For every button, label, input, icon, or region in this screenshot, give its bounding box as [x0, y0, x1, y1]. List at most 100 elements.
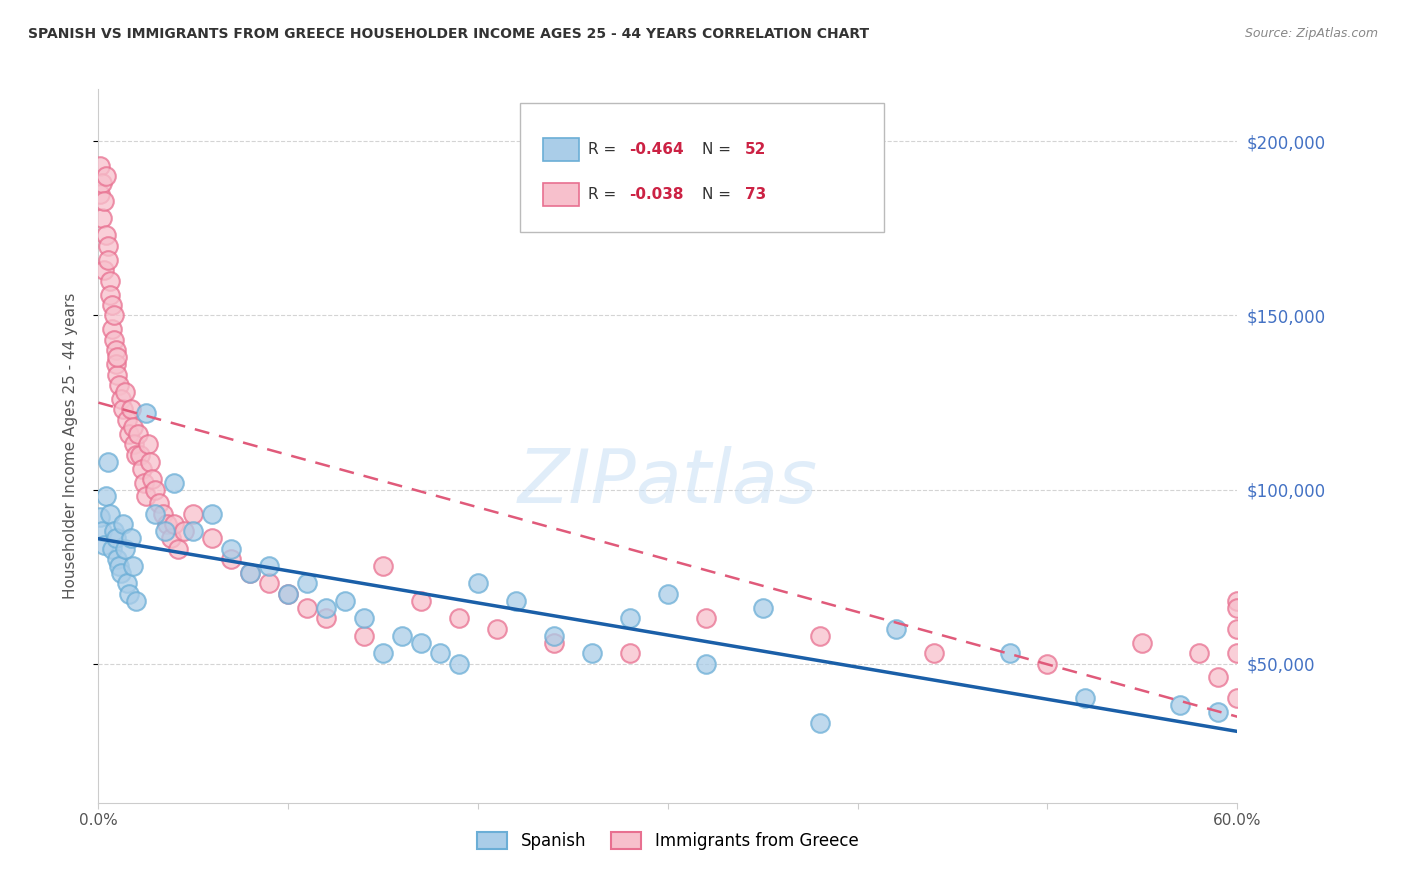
Point: [808, 715, 831, 730]
Point: [543, 635, 565, 649]
Point: [619, 611, 641, 625]
Point: [97, 455, 120, 469]
Point: [156, 517, 179, 532]
Point: [132, 475, 155, 490]
Point: [695, 657, 717, 671]
Point: [259, 559, 281, 574]
Point: [1226, 691, 1249, 706]
Point: [371, 559, 394, 574]
Point: [467, 576, 489, 591]
Point: [183, 524, 205, 539]
Point: [922, 646, 945, 660]
Point: [93, 194, 115, 208]
Point: [100, 298, 122, 312]
Point: [486, 622, 509, 636]
Point: [107, 552, 129, 566]
FancyBboxPatch shape: [543, 184, 579, 206]
Point: [411, 635, 433, 649]
Point: [129, 448, 152, 462]
Point: [1170, 698, 1192, 713]
Point: [91, 176, 114, 190]
Point: [120, 531, 142, 545]
Point: [315, 611, 337, 625]
Point: [148, 496, 170, 510]
Point: [110, 566, 132, 580]
Point: [97, 239, 120, 253]
Point: [411, 594, 433, 608]
Point: [118, 587, 141, 601]
Point: [239, 566, 262, 580]
Point: [1226, 646, 1249, 660]
Point: [353, 629, 375, 643]
Point: [201, 507, 224, 521]
Point: [505, 594, 527, 608]
Point: [141, 472, 163, 486]
Text: Source: ZipAtlas.com: Source: ZipAtlas.com: [1244, 27, 1378, 40]
Point: [93, 263, 115, 277]
Point: [115, 576, 138, 591]
Text: -0.464: -0.464: [628, 143, 683, 157]
Text: R =: R =: [588, 187, 621, 202]
Text: 52: 52: [745, 143, 766, 157]
Point: [98, 287, 121, 301]
Point: [108, 378, 131, 392]
Point: [353, 611, 375, 625]
Point: [221, 552, 243, 566]
Point: [138, 455, 160, 469]
Y-axis label: Householder Income Ages 25 - 44 years: Householder Income Ages 25 - 44 years: [63, 293, 77, 599]
Text: 73: 73: [745, 187, 766, 202]
Point: [145, 507, 167, 521]
Point: [100, 322, 122, 336]
Point: [98, 507, 121, 521]
Point: [131, 461, 153, 475]
Point: [93, 538, 115, 552]
Text: ZIPatlas: ZIPatlas: [517, 446, 818, 517]
Point: [112, 517, 135, 532]
Point: [1208, 706, 1230, 720]
Text: SPANISH VS IMMIGRANTS FROM GREECE HOUSEHOLDER INCOME AGES 25 - 44 YEARS CORRELAT: SPANISH VS IMMIGRANTS FROM GREECE HOUSEH…: [28, 27, 869, 41]
Point: [107, 350, 129, 364]
Point: [221, 541, 243, 556]
Point: [239, 566, 262, 580]
FancyBboxPatch shape: [543, 138, 579, 161]
Point: [1036, 657, 1059, 671]
Point: [391, 629, 413, 643]
Point: [657, 587, 679, 601]
Point: [103, 524, 125, 539]
Point: [124, 437, 146, 451]
Point: [335, 594, 357, 608]
Point: [91, 211, 114, 225]
Point: [543, 629, 565, 643]
Point: [120, 402, 142, 417]
Point: [114, 385, 136, 400]
Point: [125, 594, 148, 608]
Point: [98, 274, 121, 288]
FancyBboxPatch shape: [520, 103, 884, 232]
Text: N =: N =: [702, 143, 735, 157]
Point: [581, 646, 603, 660]
Point: [297, 600, 319, 615]
Point: [104, 343, 127, 358]
Point: [619, 646, 641, 660]
Point: [136, 437, 159, 451]
Point: [163, 475, 186, 490]
Point: [1226, 600, 1249, 615]
Point: [100, 541, 122, 556]
Point: [94, 490, 117, 504]
Point: [153, 524, 176, 539]
Point: [91, 524, 114, 539]
Point: [159, 531, 181, 545]
Point: [104, 357, 127, 371]
Point: [135, 406, 157, 420]
Point: [103, 333, 125, 347]
Point: [173, 524, 195, 539]
Point: [127, 426, 149, 441]
Point: [315, 600, 337, 615]
Point: [371, 646, 394, 660]
Point: [808, 629, 831, 643]
Point: [449, 657, 471, 671]
Text: -0.038: -0.038: [628, 187, 683, 202]
Point: [695, 611, 717, 625]
Point: [752, 600, 775, 615]
Legend: Spanish, Immigrants from Greece: Spanish, Immigrants from Greece: [470, 824, 866, 859]
